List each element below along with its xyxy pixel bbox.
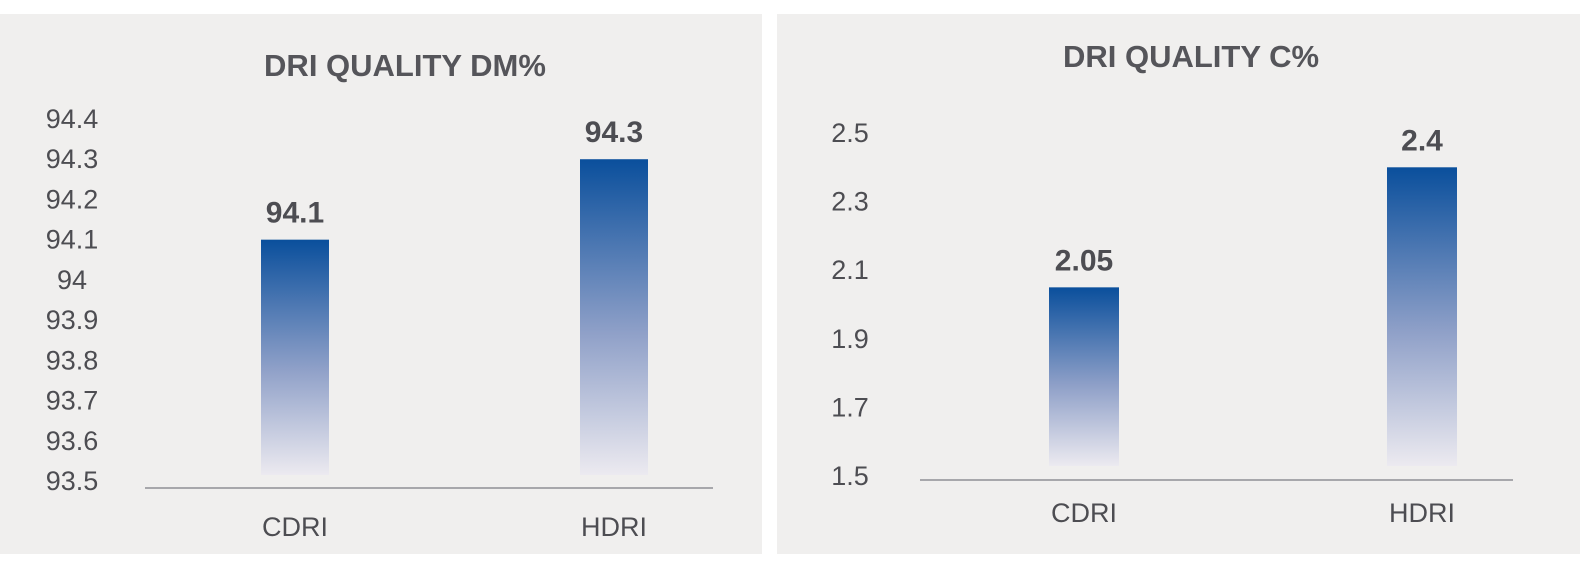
category-label: CDRI bbox=[262, 512, 328, 542]
y-tick-label: 1.5 bbox=[831, 461, 869, 491]
category-label: CDRI bbox=[1051, 498, 1117, 528]
chart-panel-c: DRI QUALITY C% 1.5 1.7 1.9 2.1 2.3 2.5 2.05 CDR… bbox=[777, 14, 1580, 554]
chart-dm-svg: DRI QUALITY DM% 93.5 93.6 93.7 93.8 93.9 94 94… bbox=[46, 48, 713, 542]
y-tick-label: 94.1 bbox=[46, 225, 99, 255]
y-tick-label: 1.7 bbox=[831, 392, 869, 422]
chart-panel-dm: DRI QUALITY DM% 93.5 93.6 93.7 93.8 93.9 94 94… bbox=[0, 14, 762, 554]
category-label: HDRI bbox=[1389, 498, 1455, 528]
y-tick-label: 93.6 bbox=[46, 426, 99, 456]
y-tick-label: 94.2 bbox=[46, 184, 99, 214]
bar-hdri bbox=[580, 159, 648, 475]
chart-title: DRI QUALITY DM% bbox=[264, 48, 546, 83]
category-label: HDRI bbox=[581, 512, 647, 542]
chart-title: DRI QUALITY C% bbox=[1063, 39, 1319, 74]
y-tick-label: 94 bbox=[57, 265, 87, 295]
y-tick-label: 94.4 bbox=[46, 104, 99, 134]
y-tick-label: 2.5 bbox=[831, 118, 869, 148]
bar-cdri bbox=[261, 239, 329, 475]
y-tick-label: 94.3 bbox=[46, 144, 99, 174]
y-tick-label: 93.8 bbox=[46, 345, 99, 375]
data-label: 94.1 bbox=[266, 197, 324, 230]
y-tick-label: 93.7 bbox=[46, 386, 99, 416]
data-label: 2.4 bbox=[1401, 124, 1443, 157]
bar-hdri bbox=[1387, 167, 1457, 467]
y-tick-label: 1.9 bbox=[831, 324, 869, 354]
y-tick-label: 93.5 bbox=[46, 466, 99, 496]
y-tick-label: 2.3 bbox=[831, 187, 869, 217]
data-label: 2.05 bbox=[1055, 244, 1113, 277]
y-tick-label: 93.9 bbox=[46, 305, 99, 335]
bar-cdri bbox=[1049, 287, 1119, 466]
chart-c-svg: DRI QUALITY C% 1.5 1.7 1.9 2.1 2.3 2.5 2.05 CDR… bbox=[831, 39, 1513, 528]
data-label: 94.3 bbox=[585, 116, 643, 149]
y-tick-label: 2.1 bbox=[831, 255, 869, 285]
